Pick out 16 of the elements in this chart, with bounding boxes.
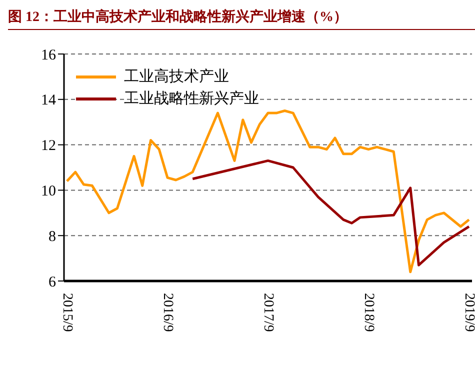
legend-label: 工业战略性新兴产业 (124, 90, 259, 109)
y-tick-label: 8 (48, 228, 56, 245)
legend-label: 工业高技术产业 (124, 67, 229, 87)
x-tick-label: 2017/9 (260, 293, 276, 332)
y-tick-label: 14 (41, 92, 56, 109)
x-tick-label: 2016/9 (160, 293, 175, 332)
line-series (191, 159, 470, 266)
line-series (66, 110, 470, 274)
x-tick-label: 2018/9 (361, 293, 376, 332)
x-tick-label: 2015/9 (60, 293, 74, 332)
y-tick-label: 16 (41, 47, 56, 64)
x-tick-label: 2019/9 (462, 293, 475, 332)
y-tick-label: 10 (41, 184, 56, 200)
chart-title: 图 12：工业中高技术产业和战略性新兴产业增速（%） (8, 10, 348, 25)
y-tick-label: 6 (48, 274, 56, 290)
y-tick-label: 12 (41, 138, 56, 154)
